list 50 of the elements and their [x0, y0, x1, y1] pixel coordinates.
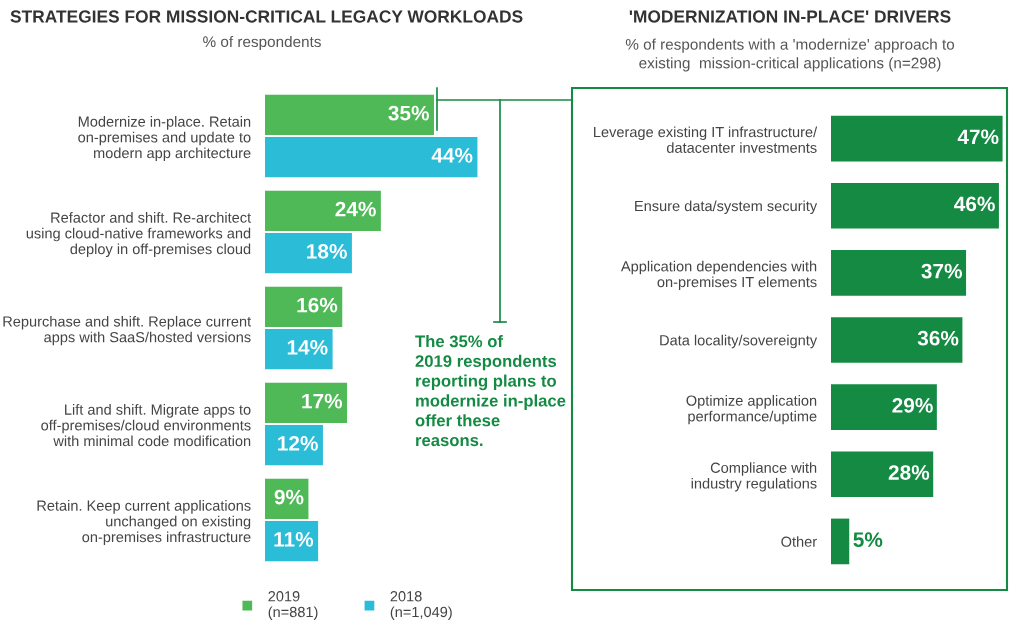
data-label: 17%	[302, 393, 343, 409]
data-label: 35%	[388, 105, 429, 121]
y-tick-label: Other	[781, 536, 817, 547]
y-tick-label: Compliance with industry regulations	[691, 462, 817, 492]
data-label: 37%	[921, 263, 963, 279]
y-tick-label: Ensure data/system security	[635, 200, 818, 215]
y-tick-label: Repurchase and shift. Replace current apps with SaaS/hosted versions	[3, 315, 252, 346]
bar	[265, 94, 434, 136]
bar	[831, 115, 1003, 162]
bar	[831, 451, 934, 498]
data-label: 18%	[307, 243, 347, 259]
data-label: 24%	[335, 201, 376, 217]
data-label: 28%	[888, 465, 930, 480]
chart-subtitle: % of respondents	[203, 35, 321, 51]
bar	[831, 250, 967, 296]
data-label: 11%	[274, 532, 314, 547]
data-label: 16%	[297, 297, 338, 313]
data-label: 14%	[287, 340, 328, 355]
y-tick-label: Refactor and shift. Re-architect using cloud-native frameworks and deploy in off-premises cloud	[26, 212, 252, 258]
data-label: 29%	[892, 397, 933, 413]
bar	[831, 182, 999, 229]
data-label: 12%	[278, 435, 318, 451]
legend-label: 2018 (n=1,049)	[390, 591, 452, 621]
y-tick-label: Application dependencies with on-premises IT elements	[620, 260, 817, 291]
chart-subtitle: % of respondents with a 'modernize' approach to existing mission-critical applications (n=298)	[625, 38, 955, 72]
data-label: 44%	[431, 148, 473, 163]
y-tick-label: Optimize application performance/uptime	[686, 395, 817, 425]
bar	[831, 317, 963, 363]
annotation: The 35% of 2019 respondents reporting plans to modernize in-place offer these reasons.	[415, 335, 566, 447]
data-label: 5%	[853, 532, 883, 548]
bar	[265, 136, 478, 178]
data-label: 46%	[954, 196, 995, 212]
chart-title: 'MODERNIZATION IN-PLACE' DRIVERS	[629, 10, 951, 23]
y-tick-label: Leverage existing IT infrastructure/ datacenter investments	[594, 126, 818, 153]
chart-title: STRATEGIES FOR MISSION-CRITICAL LEGACY WORKLOADS	[10, 10, 523, 23]
bar	[265, 286, 343, 328]
legend-label: 2019 (n=881)	[268, 591, 318, 621]
bar	[265, 232, 352, 274]
y-tick-label: Retain. Keep current applications unchanged on existing on-premises infrastructure	[37, 500, 251, 546]
y-tick-label: Data locality/sovereignty	[660, 334, 818, 349]
bar	[265, 328, 333, 370]
bar	[265, 382, 348, 424]
data-label: 9%	[274, 489, 304, 505]
bar	[831, 384, 937, 430]
y-tick-label: Modernize in-place. Retain on-premises and update to modern app architecture	[78, 116, 251, 162]
data-label: 36%	[917, 330, 959, 346]
bar	[831, 518, 850, 565]
data-label: 47%	[957, 129, 999, 145]
bar	[265, 190, 381, 232]
y-tick-label: Lift and shift. Migrate apps to off-premises/cloud environments with minimal code modification	[41, 404, 251, 447]
